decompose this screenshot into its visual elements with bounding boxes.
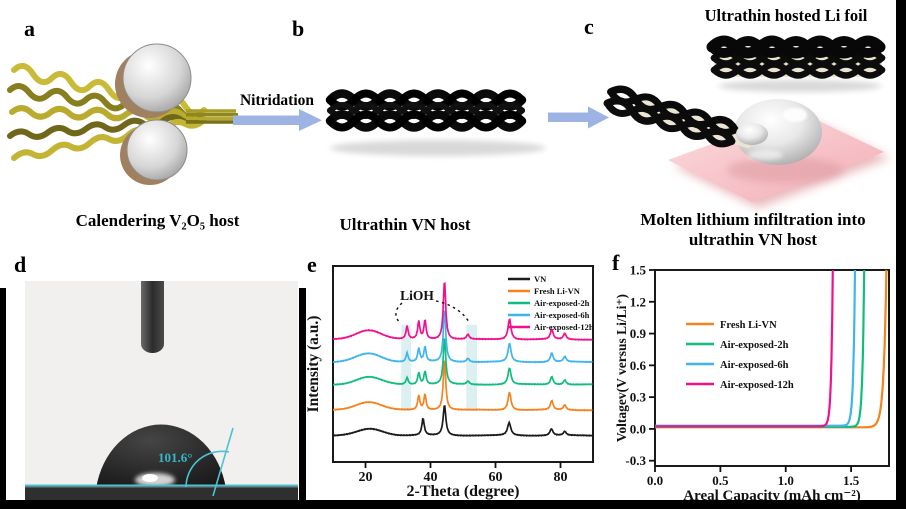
hosted-li-foil-illustration <box>706 35 886 92</box>
voltage-curve-Air-exposed-12h <box>655 269 834 428</box>
legend-label: Air-exposed-6h <box>720 360 789 371</box>
tick-label: 0.0 <box>630 421 646 436</box>
legend-label: Air-exposed-6h <box>534 310 590 320</box>
nitridation-label: Nitridation <box>239 92 315 109</box>
tick-label: 1.2 <box>630 294 646 309</box>
legend-label: Air-exposed-12h <box>534 322 594 332</box>
panel-label-a: a <box>24 16 35 41</box>
tick-label: 20 <box>359 470 373 485</box>
panel-label-c: c <box>584 14 594 39</box>
panel-label-d: d <box>14 252 27 277</box>
legend-label: Fresh Li-VN <box>720 320 777 331</box>
caption-vn-host: Ultrathin VN host <box>339 215 471 234</box>
voltage-curve-Air-exposed-6h <box>655 269 857 427</box>
arrow-b-to-c-icon <box>548 106 609 129</box>
frame-edge-left <box>0 288 6 509</box>
caption-hosted-li-foil: Ultrathin hosted Li foil <box>704 6 868 25</box>
tick-label: 0.5 <box>712 473 729 488</box>
frame-divider <box>299 288 306 509</box>
roller-bottom-icon <box>120 119 188 185</box>
tick-label: 0.6 <box>630 358 647 373</box>
meniscus <box>736 123 768 145</box>
x-axis-label: 2-Theta (degree) <box>407 483 520 500</box>
substrate-bar <box>25 486 298 500</box>
xrd-curve-Air-exposed-12h <box>332 282 593 341</box>
tick-label: 1.0 <box>778 473 794 488</box>
roller-top-icon <box>115 43 192 118</box>
y-axis-label: Voltagev(V versus Li/Li⁺) <box>614 294 629 442</box>
legend-label: Fresh Li-VN <box>534 286 581 296</box>
angle-arc-annotation <box>185 450 230 488</box>
lioh-pointer-left <box>395 302 403 324</box>
panel-label-b: b <box>292 16 305 41</box>
tick-label: 80 <box>554 470 568 485</box>
nitridation-arrow-icon <box>233 109 322 131</box>
li-infiltration-illustration <box>603 85 890 208</box>
legend-label: Air-exposed-2h <box>534 298 590 308</box>
voltage-curve-Air-exposed-2h <box>655 269 866 428</box>
contact-angle-value: 101.6° <box>158 450 192 465</box>
dispensing-needle <box>141 281 164 353</box>
legend-label: Air-exposed-2h <box>720 340 789 351</box>
plot-frame <box>332 265 594 463</box>
xrd-curve-Air-exposed-2h <box>332 337 593 386</box>
voltage-curve-Fresh Li-VN <box>655 269 888 429</box>
legend-label: Air-exposed-12h <box>720 380 794 391</box>
panel-label-e: e <box>307 252 317 277</box>
calendering-illustration <box>7 43 238 185</box>
xrd-curve-Air-exposed-6h <box>332 310 593 364</box>
tick-label: 0.9 <box>630 326 647 341</box>
y-axis-label: Intensity (a.u.) <box>305 316 322 413</box>
lioh-pointer-right <box>435 300 470 323</box>
frame-edge-right <box>896 0 906 509</box>
tick-label: 1.5 <box>630 263 647 278</box>
tick-label: 0.3 <box>630 390 647 405</box>
tick-label: 0.0 <box>647 473 663 488</box>
xrd-curve-VN <box>333 405 593 437</box>
caption-molten-li-line2: ultrathin VN host <box>688 230 818 249</box>
xrd-curve-Fresh Li-VN <box>332 360 593 412</box>
caption-calendering-host: Calendering V₂O₅ host <box>75 211 240 230</box>
tangent-line-annotation <box>212 427 234 497</box>
lioh-highlight-band <box>466 324 477 412</box>
tick-label: 40 <box>424 470 438 485</box>
lioh-highlight-band <box>401 324 411 412</box>
dipping-mesh-ribbon <box>603 85 754 149</box>
exit-sheet-stack <box>186 109 238 124</box>
lioh-annotation: LiOH <box>400 288 434 303</box>
plot-frame <box>654 269 890 467</box>
vn-mesh-illustration <box>325 89 546 156</box>
tick-label: 1.5 <box>843 473 860 488</box>
caption-molten-li-line1: Molten lithium infiltration into <box>640 210 866 229</box>
droplet-dome <box>96 424 226 489</box>
tick-label: -0.3 <box>625 453 646 468</box>
panel-label-f: f <box>612 250 620 275</box>
legend-label: VN <box>534 274 547 284</box>
contact-angle-photo: 101.6° <box>25 281 298 500</box>
frame-edge-bottom <box>0 500 906 509</box>
tick-label: 60 <box>489 470 503 485</box>
